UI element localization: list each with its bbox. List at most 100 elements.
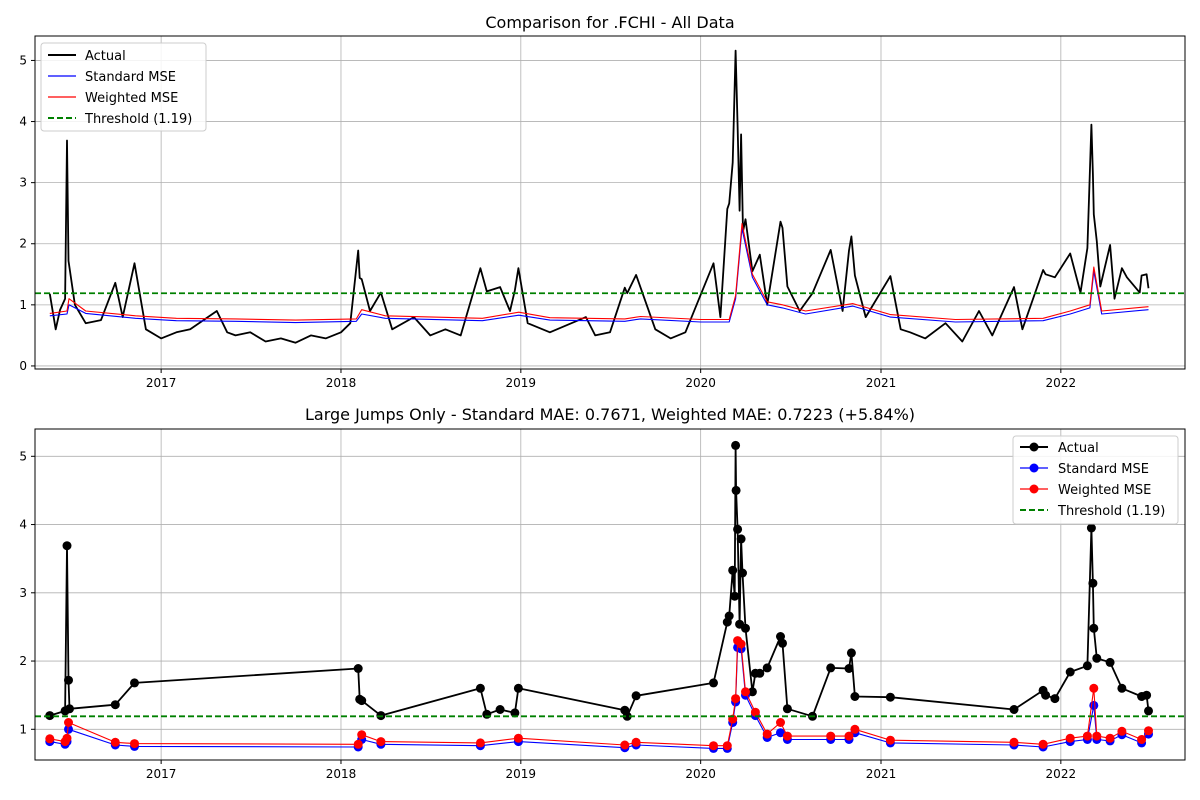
y-tick-label: 4 [19,518,27,532]
x-tick-label: 2017 [146,376,177,390]
data-point-actual [1142,690,1152,700]
y-tick-label: 2 [19,237,27,251]
data-point-weighted-mse [776,718,785,727]
bottom-chart-series [35,440,1185,753]
bottom-chart-ticks: 2017 2018 2019 2020 2021 2022 1 2 3 4 5 [19,449,1076,781]
data-point-actual [1041,690,1051,700]
top-chart: Comparison for .FCHI - All Data 2017 2018… [19,13,1186,390]
data-point-actual [482,709,492,719]
data-point-weighted-mse [722,741,732,751]
data-point-weighted-mse [1038,739,1048,749]
data-point-weighted-mse [826,731,836,741]
data-point-actual [730,591,740,601]
data-point-actual [64,675,73,685]
top-chart-ticks: 2017 2018 2019 2020 2021 2022 0 1 2 3 4 5 [19,53,1076,390]
x-tick-label: 2022 [1046,376,1077,390]
data-point-actual [728,565,738,575]
data-point-actual [724,611,734,621]
data-point-actual [513,683,523,693]
data-point-actual [846,648,856,658]
data-point-actual [1088,578,1098,588]
y-tick-label: 4 [19,115,27,129]
data-point-standard-mse [776,728,785,738]
data-point-weighted-mse [1117,726,1127,736]
x-tick-label: 2017 [146,767,177,781]
data-point-weighted-mse [357,730,367,740]
data-point-actual [1117,683,1127,693]
data-point-actual [65,704,74,714]
data-point-actual [738,568,747,578]
data-point-actual [631,691,641,701]
data-point-weighted-mse [130,739,139,749]
x-tick-label: 2020 [685,767,716,781]
data-point-weighted-mse [782,731,792,741]
data-point-weighted-mse [762,729,772,739]
data-point-actual [755,668,765,678]
data-point-actual [747,687,757,697]
data-point-actual [731,485,741,495]
bottom-chart-title: Large Jumps Only - Standard MAE: 0.7671,… [305,405,915,424]
data-point-actual [1082,661,1092,671]
data-point-weighted-mse [64,718,73,727]
x-tick-label: 2022 [1046,767,1077,781]
data-point-actual [762,663,772,673]
data-point-weighted-mse [709,741,718,751]
series-line-actual [48,49,1150,344]
data-point-actual [353,664,363,673]
x-tick-label: 2020 [685,376,716,390]
y-tick-label: 5 [19,53,27,67]
data-point-weighted-mse [741,687,750,697]
data-point-actual [826,663,836,673]
data-point-actual [733,524,743,534]
top-chart-legend-box [40,42,207,132]
data-point-weighted-mse [1065,733,1075,743]
bottom-chart-axes-frame [34,428,1186,761]
top-legend-weighted-label: Weighted MSE [85,91,178,106]
series-line-weighted-mse [49,223,1149,321]
data-point-weighted-mse [353,739,363,749]
y-tick-label: 3 [19,586,27,600]
data-point-actual [850,692,860,701]
bottom-legend-threshold-label: Threshold (1.19) [1057,504,1165,519]
bottom-legend-standard-label: Standard MSE [1058,462,1149,477]
data-point-actual [776,632,785,641]
top-legend-actual-label: Actual [85,49,126,64]
x-tick-label: 2019 [506,767,537,781]
data-point-weighted-mse [736,639,746,649]
data-point-actual [1092,653,1102,663]
x-tick-label: 2019 [506,376,537,390]
data-point-actual [844,664,854,673]
x-tick-label: 2018 [326,376,357,390]
data-point-actual [778,638,787,648]
data-point-actual [1009,705,1019,714]
data-point-actual [741,623,750,633]
data-point-actual [1050,694,1060,704]
top-chart-grid [35,36,1185,369]
data-point-weighted-mse [62,733,72,743]
data-point-weighted-mse [885,735,895,745]
bottom-chart: Large Jumps Only - Standard MAE: 0.7671,… [19,405,1186,781]
data-point-weighted-mse [475,738,485,748]
data-point-standard-mse [64,724,73,734]
data-point-actual [495,705,505,714]
data-point-weighted-mse [731,694,741,704]
data-point-actual [782,704,792,714]
y-tick-label: 5 [19,449,27,463]
data-point-actual [110,700,120,710]
data-point-actual [736,534,746,544]
data-point-weighted-mse [1105,733,1115,743]
data-point-weighted-mse [45,734,55,744]
data-point-weighted-mse [850,724,860,734]
data-point-actual [130,678,139,688]
top-legend-standard-label: Standard MSE [85,70,176,85]
y-tick-label: 1 [19,722,27,736]
data-point-actual [62,541,72,551]
data-point-actual [885,692,895,702]
data-point-weighted-mse [631,737,641,747]
data-point-weighted-mse [844,731,854,741]
data-point-actual [357,696,367,706]
data-point-weighted-mse [1082,731,1092,741]
y-tick-label: 3 [19,176,27,190]
data-point-actual [1089,623,1099,633]
